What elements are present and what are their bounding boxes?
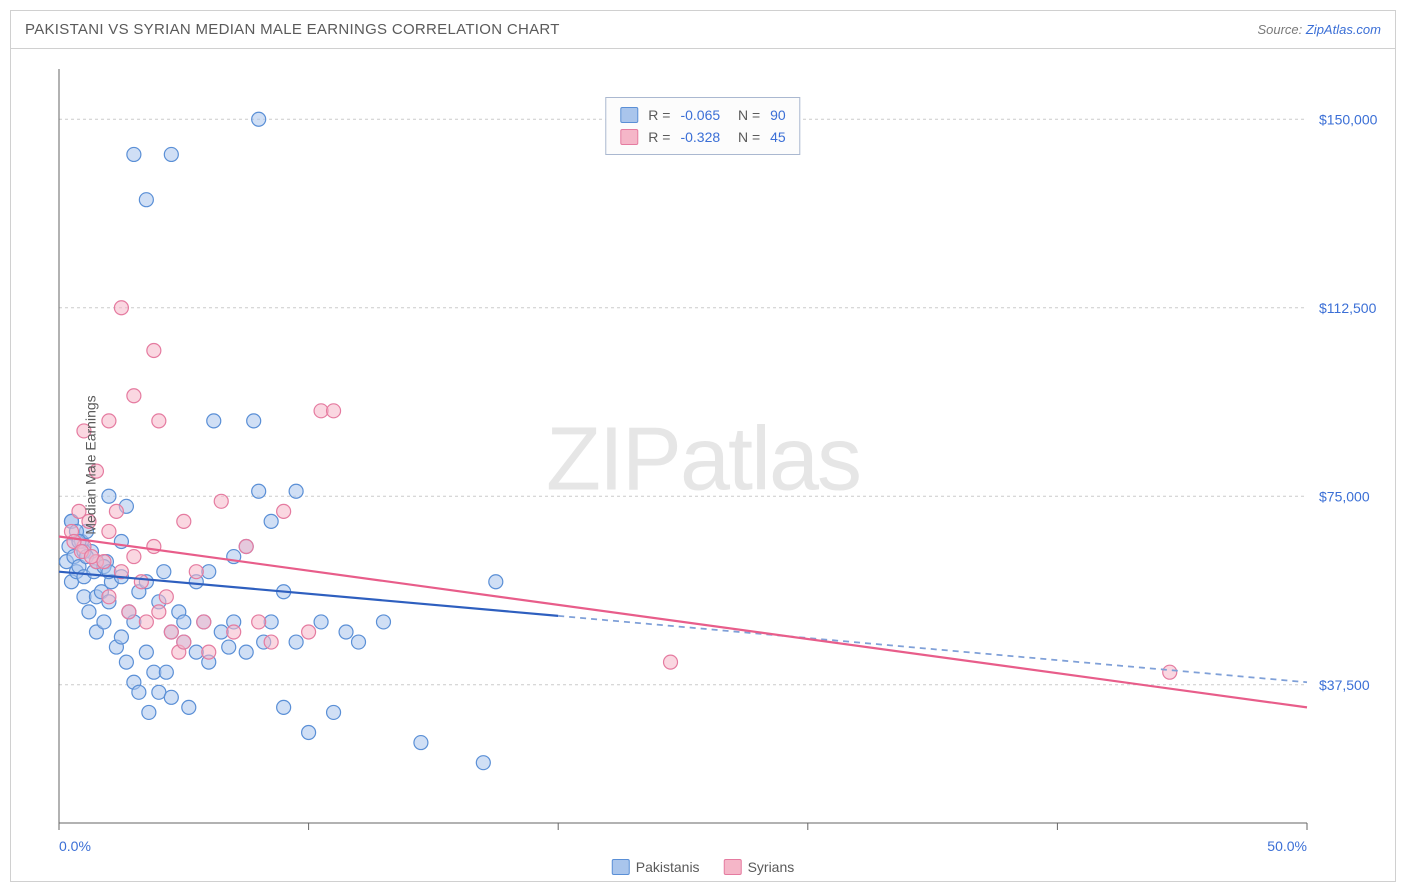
chart-title: PAKISTANI VS SYRIAN MEDIAN MALE EARNINGS… xyxy=(25,21,560,38)
svg-text:$112,500: $112,500 xyxy=(1319,300,1377,316)
legend-item-syrians: Syrians xyxy=(724,859,795,875)
n-value-pakistanis: 90 xyxy=(770,107,786,123)
stats-row-syrians: R = -0.328 N = 45 xyxy=(620,126,785,148)
correlation-stats-box: R = -0.065 N = 90 R = -0.328 N = 45 xyxy=(605,97,800,155)
legend-swatch-pakistanis xyxy=(612,859,630,875)
source-link[interactable]: ZipAtlas.com xyxy=(1306,22,1381,37)
svg-text:$37,500: $37,500 xyxy=(1319,677,1370,693)
plot-area: ZIPatlas Median Male Earnings $37,500$75… xyxy=(11,49,1395,881)
swatch-pakistanis xyxy=(620,107,638,123)
svg-text:50.0%: 50.0% xyxy=(1267,838,1307,854)
chart-container: PAKISTANI VS SYRIAN MEDIAN MALE EARNINGS… xyxy=(10,10,1396,882)
legend: Pakistanis Syrians xyxy=(612,859,795,875)
y-axis-label: Median Male Earnings xyxy=(83,395,99,534)
r-value-pakistanis: -0.065 xyxy=(680,107,720,123)
chart-source: Source: ZipAtlas.com xyxy=(1257,22,1381,37)
chart-header: PAKISTANI VS SYRIAN MEDIAN MALE EARNINGS… xyxy=(11,11,1395,49)
legend-label-pakistanis: Pakistanis xyxy=(636,859,700,875)
legend-swatch-syrians xyxy=(724,859,742,875)
scatter-plot: $37,500 $75,000 $112,500 $150,000 0.0% 50.0% xyxy=(11,49,1397,883)
svg-text:$150,000: $150,000 xyxy=(1319,111,1378,127)
stats-row-pakistanis: R = -0.065 N = 90 xyxy=(620,104,785,126)
r-value-syrians: -0.328 xyxy=(680,129,720,145)
n-value-syrians: 45 xyxy=(770,129,786,145)
legend-item-pakistanis: Pakistanis xyxy=(612,859,700,875)
swatch-syrians xyxy=(620,129,638,145)
source-prefix: Source: xyxy=(1257,22,1305,37)
svg-text:0.0%: 0.0% xyxy=(59,838,91,854)
legend-label-syrians: Syrians xyxy=(748,859,795,875)
svg-text:$75,000: $75,000 xyxy=(1319,488,1370,504)
